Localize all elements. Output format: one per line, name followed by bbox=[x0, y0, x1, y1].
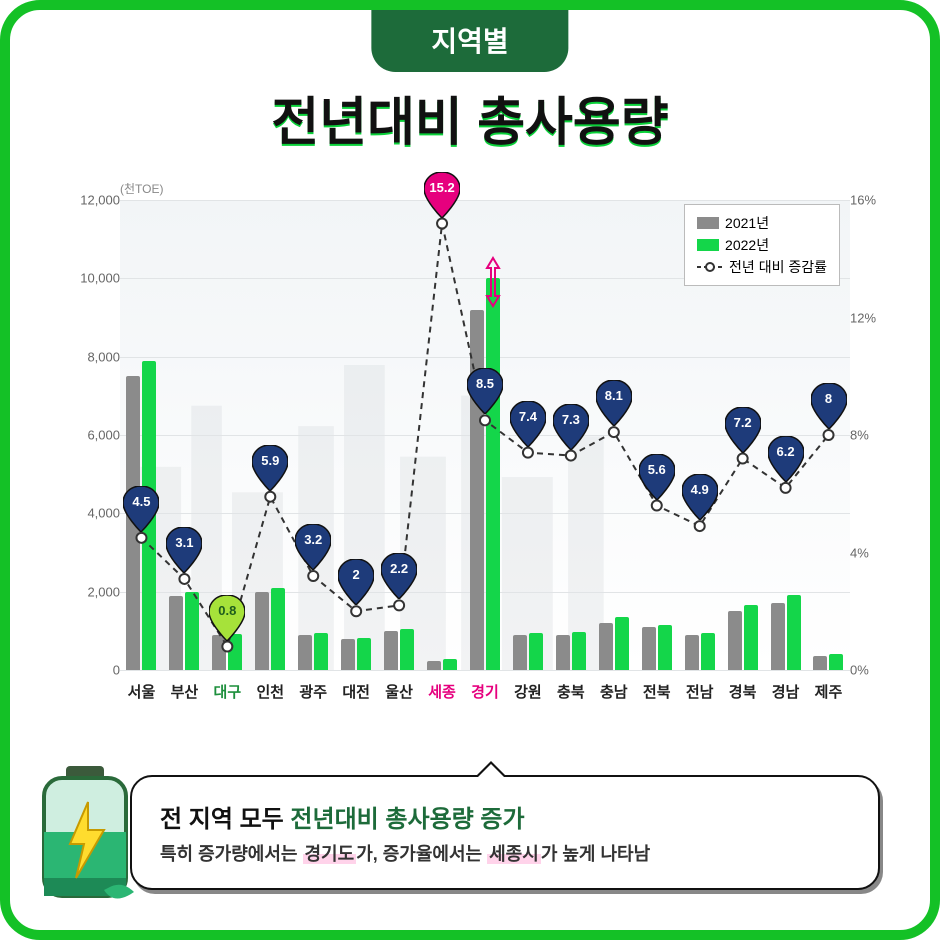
bar-2021년 bbox=[599, 623, 613, 670]
bar-2022년 bbox=[701, 633, 715, 670]
infographic-frame: 지역별 전년대비 총사용량 (천TOE) 4.53.10.8 5.93.222.2… bbox=[0, 0, 940, 940]
legend-item: 2021년 bbox=[697, 213, 827, 233]
bar-2021년 bbox=[513, 635, 527, 670]
rate-pin: 0.8 bbox=[209, 595, 245, 641]
rate-pin: 5.9 bbox=[252, 445, 288, 491]
gyeonggi-arrow-icon bbox=[481, 256, 505, 313]
y-axis-label: (천TOE) bbox=[120, 180, 163, 197]
bar-2021년 bbox=[728, 611, 742, 670]
battery-icon bbox=[30, 762, 140, 902]
rate-pin: 8.1 bbox=[596, 380, 632, 426]
summary-text: 전 지역 모두 bbox=[160, 806, 284, 833]
x-label: 충북 bbox=[549, 681, 592, 702]
bar-2022년 bbox=[314, 633, 328, 670]
header-tab: 지역별 bbox=[371, 8, 568, 72]
x-label: 경기 bbox=[464, 681, 507, 702]
bar-2022년 bbox=[185, 592, 199, 670]
x-label: 울산 bbox=[378, 681, 421, 702]
x-label: 경남 bbox=[764, 681, 807, 702]
x-label: 경북 bbox=[721, 681, 764, 702]
page-title: 전년대비 총사용량 bbox=[10, 80, 930, 155]
x-label: 강원 bbox=[506, 681, 549, 702]
x-label: 대구 bbox=[206, 681, 249, 702]
summary-region-1: 경기도 bbox=[303, 844, 357, 864]
y-tick-left: 4,000 bbox=[70, 506, 120, 521]
bar-2022년 bbox=[744, 605, 758, 670]
x-label: 서울 bbox=[120, 681, 163, 702]
x-axis-labels: 서울부산대구인천광주대전울산세종경기강원충북충남전북전남경북경남제주 bbox=[120, 681, 850, 702]
bar-2021년 bbox=[427, 661, 441, 670]
summary-line-2: 특히 증가량에서는 경기도가, 증가율에서는 세종시가 높게 나타남 bbox=[160, 840, 850, 866]
bar-2022년 bbox=[271, 588, 285, 670]
x-label: 세종 bbox=[421, 681, 464, 702]
rate-pin: 3.2 bbox=[295, 524, 331, 570]
y-tick-right: 4% bbox=[850, 545, 890, 560]
bar-2022년 bbox=[529, 633, 543, 670]
rate-pin: 15.2 bbox=[424, 172, 460, 218]
summary-text: 가 높게 나타남 bbox=[541, 844, 650, 864]
x-label: 제주 bbox=[807, 681, 850, 702]
rate-pin: 3.1 bbox=[166, 527, 202, 573]
x-label: 부산 bbox=[163, 681, 206, 702]
x-label: 전북 bbox=[635, 681, 678, 702]
x-label: 대전 bbox=[335, 681, 378, 702]
x-label: 광주 bbox=[292, 681, 335, 702]
rate-pin: 5.6 bbox=[639, 454, 675, 500]
bar-2022년 bbox=[400, 629, 414, 670]
bar-2022년 bbox=[572, 632, 586, 670]
bar-2021년 bbox=[470, 310, 484, 670]
bar-2022년 bbox=[787, 595, 801, 670]
summary-highlight: 전년대비 총사용량 증가 bbox=[290, 806, 524, 833]
bar-2021년 bbox=[771, 603, 785, 670]
bar-2021년 bbox=[556, 635, 570, 670]
y-tick-left: 2,000 bbox=[70, 584, 120, 599]
y-tick-left: 0 bbox=[70, 663, 120, 678]
bar-2022년 bbox=[615, 617, 629, 670]
bar-2021년 bbox=[169, 596, 183, 670]
bar-2022년 bbox=[357, 638, 371, 670]
x-label: 전남 bbox=[678, 681, 721, 702]
y-tick-left: 12,000 bbox=[70, 193, 120, 208]
rate-pin: 8.5 bbox=[467, 368, 503, 414]
summary-text: 가, 증가율에서는 bbox=[356, 844, 482, 864]
y-tick-left: 8,000 bbox=[70, 349, 120, 364]
rate-pin: 2.2 bbox=[381, 553, 417, 599]
bar-2022년 bbox=[486, 278, 500, 670]
rate-pin: 7.4 bbox=[510, 401, 546, 447]
rate-pin: 4.5 bbox=[123, 486, 159, 532]
bar-2022년 bbox=[658, 625, 672, 670]
bar-2022년 bbox=[443, 659, 457, 670]
y-tick-right: 0% bbox=[850, 663, 890, 678]
bar-2022년 bbox=[829, 654, 843, 670]
bar-2021년 bbox=[813, 656, 827, 670]
chart: (천TOE) 4.53.10.85.93.222.215.28.57.47.38… bbox=[70, 180, 890, 710]
bar-2021년 bbox=[642, 627, 656, 670]
summary-callout: 전 지역 모두 전년대비 총사용량 증가 특히 증가량에서는 경기도가, 증가율… bbox=[130, 775, 880, 890]
legend-item: 2022년 bbox=[697, 235, 827, 255]
bar-2021년 bbox=[685, 635, 699, 670]
bar-2021년 bbox=[298, 635, 312, 670]
x-label: 인천 bbox=[249, 681, 292, 702]
rate-pin: 4.9 bbox=[682, 474, 718, 520]
rate-pin: 7.2 bbox=[725, 407, 761, 453]
rate-pin: 6.2 bbox=[768, 436, 804, 482]
chart-legend: 2021년2022년전년 대비 증감률 bbox=[684, 204, 840, 286]
summary-region-2: 세종시 bbox=[487, 844, 541, 864]
y-tick-right: 8% bbox=[850, 428, 890, 443]
y-tick-left: 6,000 bbox=[70, 428, 120, 443]
y-tick-left: 10,000 bbox=[70, 271, 120, 286]
legend-item: 전년 대비 증감률 bbox=[697, 257, 827, 277]
rate-pin: 7.3 bbox=[553, 404, 589, 450]
bar-2021년 bbox=[255, 592, 269, 670]
x-label: 충남 bbox=[592, 681, 635, 702]
summary-line-1: 전 지역 모두 전년대비 총사용량 증가 bbox=[160, 799, 850, 834]
summary-text: 특히 증가량에서는 bbox=[160, 844, 297, 864]
bar-2021년 bbox=[384, 631, 398, 670]
y-tick-right: 16% bbox=[850, 193, 890, 208]
rate-pin: 8 bbox=[811, 383, 847, 429]
bar-2021년 bbox=[341, 639, 355, 670]
y-tick-right: 12% bbox=[850, 310, 890, 325]
rate-pin: 2 bbox=[338, 559, 374, 605]
